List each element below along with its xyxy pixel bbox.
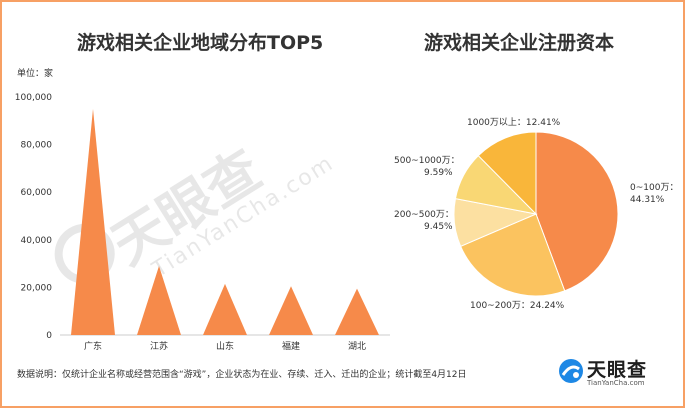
y-tick-label: 100,000 (15, 93, 52, 103)
brand-sub: TianYanCha.com (587, 379, 645, 387)
x-tick-label: 福建 (282, 340, 300, 352)
unit-label: 单位：家 (17, 69, 54, 79)
y-tick-label: 60,000 (21, 188, 53, 198)
bar-湖北 (335, 288, 379, 335)
data-note: 数据说明：仅统计企业名称或经营范围含“游戏”，企业状态为在业、存续、迁入、迁出的… (17, 370, 467, 380)
pie-pct-label: 9.45% (424, 222, 453, 232)
bar-江苏 (137, 265, 181, 335)
pie-slice-1 (459, 213, 566, 297)
x-tick-label: 广东 (84, 340, 102, 352)
pie-slice-4 (477, 131, 537, 216)
pie-pct-label: 9.59% (424, 168, 453, 178)
y-tick-label: 40,000 (21, 236, 53, 246)
bar-福建 (269, 286, 313, 335)
pie-label: 500~1000万： (394, 156, 460, 166)
brand-logo: 天眼查 TianYanCha.com (557, 355, 677, 397)
pie-pct-label: 44.31% (630, 195, 665, 205)
x-tick-label: 湖北 (348, 341, 366, 352)
brand-logo-icon (559, 359, 583, 383)
pie-label: 0~100万： (630, 183, 678, 193)
brand-name: 天眼查 (587, 359, 648, 381)
y-tick-label: 0 (46, 331, 52, 341)
pie-label: 1000万以上：12.41% (467, 117, 561, 128)
right-chart-title: 游戏相关企业注册资本 (424, 32, 615, 54)
y-tick-label: 80,000 (21, 141, 53, 151)
y-tick-label: 20,000 (21, 283, 53, 293)
x-tick-label: 山东 (216, 340, 234, 352)
pie-label: 100~200万：24.24% (470, 301, 565, 311)
pie-label: 200~500万： (394, 210, 454, 220)
pie-slice-0 (535, 131, 619, 292)
bar-广东 (71, 108, 115, 336)
x-tick-label: 江苏 (150, 340, 168, 352)
bar-山东 (203, 283, 247, 335)
left-chart-title: 游戏相关企业地域分布TOP5 (77, 32, 324, 54)
